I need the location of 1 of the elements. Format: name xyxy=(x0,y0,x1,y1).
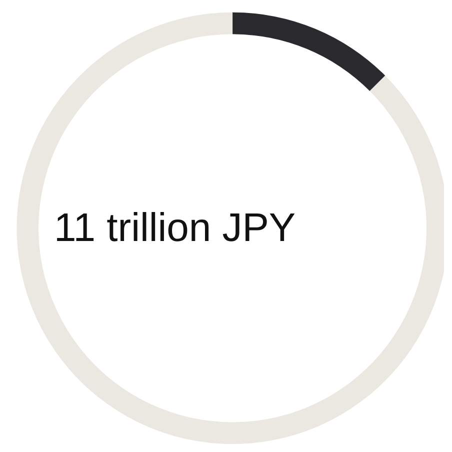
text: 11 trillion JPY xyxy=(54,206,296,250)
